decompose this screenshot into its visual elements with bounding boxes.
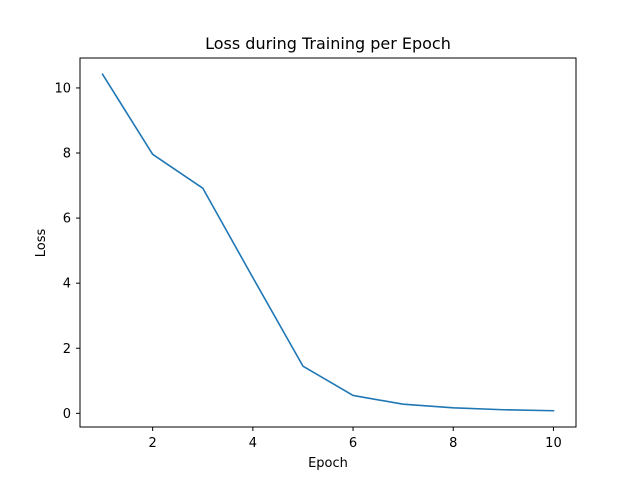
y-tick-label: 6 bbox=[63, 212, 71, 227]
y-tick-label: 0 bbox=[63, 407, 71, 422]
x-tick-label: 4 bbox=[249, 436, 257, 451]
y-axis-label: Loss bbox=[34, 229, 49, 258]
x-tick-label: 2 bbox=[149, 436, 157, 451]
x-axis-label: Epoch bbox=[308, 456, 348, 471]
x-tick-label: 6 bbox=[349, 436, 357, 451]
plot-area bbox=[101, 73, 555, 412]
axis-ticks: 2 4 6 8 10 0 2 4 6 8 10 bbox=[54, 81, 561, 451]
y-tick-label: 2 bbox=[63, 342, 71, 357]
y-tick-label: 4 bbox=[63, 277, 71, 292]
y-tick-label: 10 bbox=[54, 81, 71, 96]
x-tick-label: 10 bbox=[545, 436, 562, 451]
plot-frame bbox=[79, 57, 577, 428]
y-tick-label: 8 bbox=[63, 147, 71, 162]
chart-title: Loss during Training per Epoch bbox=[205, 34, 451, 53]
loss-series-line bbox=[101, 73, 555, 412]
x-tick-label: 8 bbox=[449, 436, 457, 451]
